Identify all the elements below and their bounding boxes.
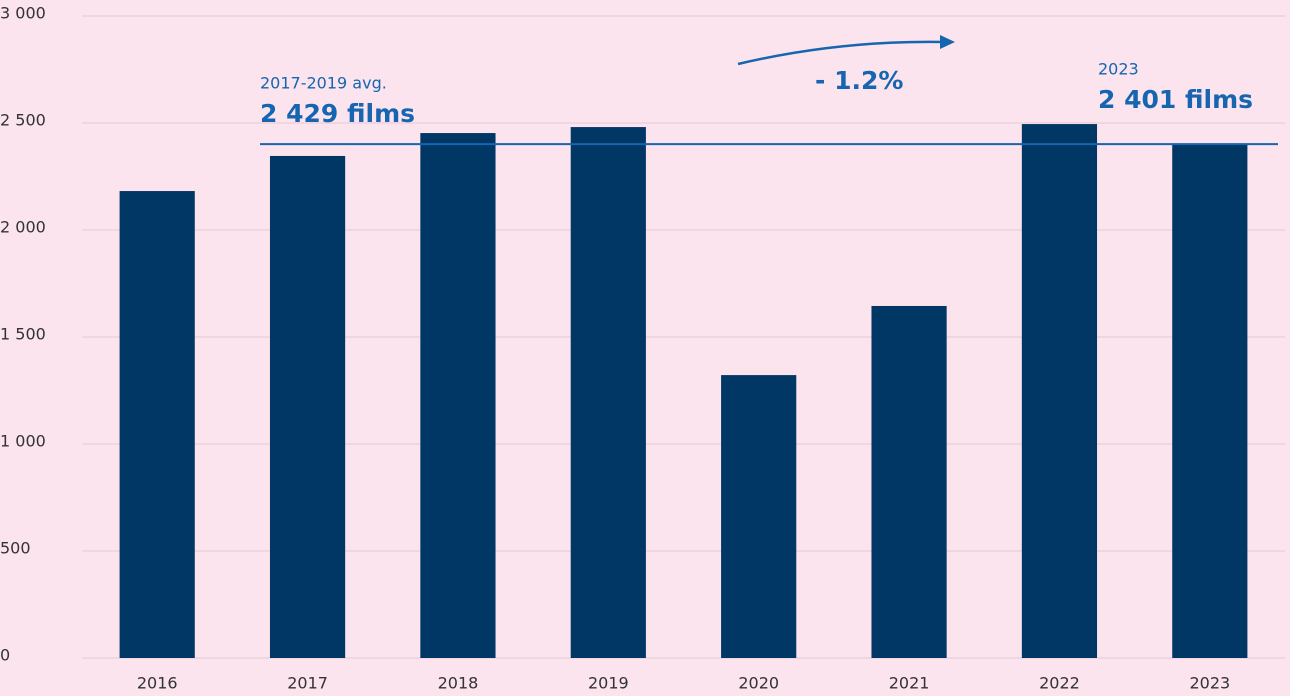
bar: [570, 127, 646, 659]
y-tick-label: 0: [0, 646, 10, 665]
year-label: 2023: [1098, 60, 1139, 79]
y-tick-label: 2 500: [0, 111, 46, 130]
year-value: 2 401 films: [1098, 85, 1253, 114]
bar: [420, 133, 496, 659]
x-tick-label: 2021: [889, 674, 930, 693]
change-label: - 1.2%: [815, 66, 903, 95]
bar: [119, 191, 195, 658]
avg-label: 2017-2019 avg.: [260, 74, 387, 93]
bar: [1172, 144, 1248, 658]
x-tick-label: 2023: [1189, 674, 1230, 693]
bar: [269, 155, 346, 658]
bar: [721, 375, 797, 658]
y-tick-label: 2 000: [0, 218, 46, 237]
x-tick-label: 2017: [287, 674, 328, 693]
x-tick-label: 2022: [1039, 674, 1080, 693]
y-tick-label: 1 000: [0, 432, 46, 451]
x-tick-label: 2018: [438, 674, 479, 693]
y-tick-label: 3 000: [0, 4, 46, 23]
x-tick-label: 2016: [137, 674, 178, 693]
trend-arrow: [737, 40, 946, 66]
bar: [1021, 124, 1098, 658]
y-tick-label: 1 500: [0, 325, 46, 344]
x-tick-label: 2020: [738, 674, 779, 693]
x-tick-label: 2019: [588, 674, 629, 693]
y-tick-label: 500: [0, 539, 31, 558]
bar: [871, 305, 947, 658]
plot: 0 500 1 000 1 500 2 000 2 500 3 000 2016 2017 201…: [0, 4, 1285, 693]
arrow-head: [940, 35, 955, 49]
avg-value: 2 429 films: [260, 99, 415, 128]
